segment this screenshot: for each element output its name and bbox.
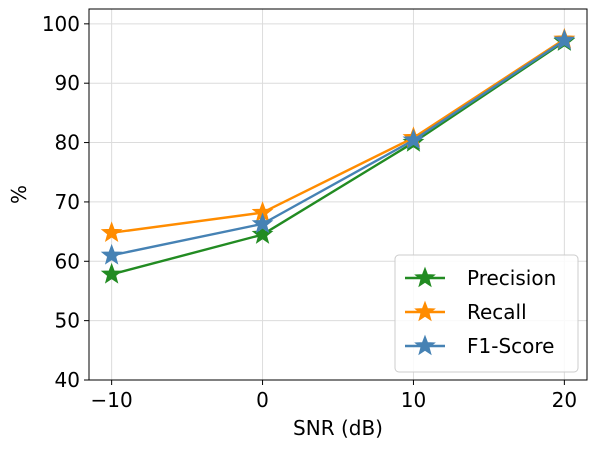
legend-item: F1-Score: [405, 334, 554, 358]
legend-star-marker: [414, 334, 436, 356]
legend-label: Recall: [467, 300, 527, 324]
legend: Precision Recall F1-Score: [394, 254, 579, 373]
plot-area-frame: [88, 8, 588, 381]
series-group: [100, 27, 576, 284]
data-point-star: [100, 221, 123, 243]
legend-star-marker: [414, 266, 436, 288]
legend-box: [394, 254, 579, 373]
legend-item: Recall: [405, 300, 527, 324]
x-axis: −10 0 10 20: [91, 380, 577, 412]
y-tick-label: 100: [42, 12, 80, 36]
data-point-star: [251, 212, 274, 234]
series-line: [111, 40, 566, 276]
data-point-star: [100, 262, 123, 284]
legend-item: Precision: [405, 266, 556, 290]
data-point-star: [553, 29, 576, 50]
y-tick-label: 60: [55, 249, 80, 273]
series-recall: [100, 27, 576, 243]
series-precision: [100, 30, 576, 284]
x-tick-label: 20: [552, 388, 577, 412]
series-line: [111, 38, 566, 234]
y-tick-label: 90: [55, 71, 80, 95]
series-line: [111, 39, 566, 257]
legend-label: F1-Score: [467, 334, 554, 358]
x-tick-label: −10: [91, 388, 133, 412]
legend-star-marker: [414, 300, 436, 322]
y-tick-label: 70: [55, 190, 80, 214]
y-axis: 40 50 60 70 80 90 100: [42, 12, 89, 392]
y-tick-label: 50: [55, 309, 80, 333]
series-f1-score: [100, 29, 576, 265]
x-tick-label: 10: [401, 388, 426, 412]
data-point-star: [251, 223, 274, 244]
legend-label: Precision: [467, 266, 556, 290]
y-tick-label: 40: [55, 368, 80, 392]
y-axis-label: %: [7, 185, 31, 204]
x-axis-label: SNR (dB): [293, 416, 383, 440]
x-tick-label: 0: [256, 388, 269, 412]
data-point-star: [100, 243, 123, 265]
y-tick-label: 80: [55, 131, 80, 155]
data-point-star: [402, 128, 425, 150]
